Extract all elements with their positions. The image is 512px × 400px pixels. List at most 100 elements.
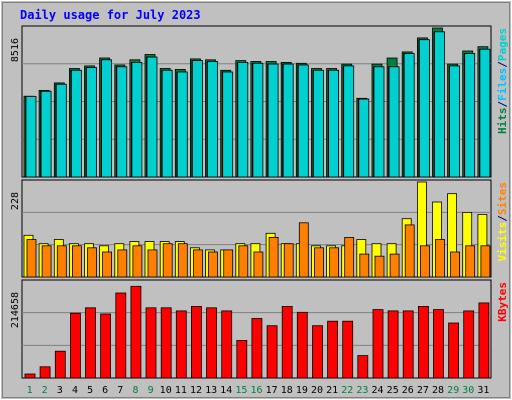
bar-kbytes-day-27	[417, 305, 429, 379]
legend-middle: Visits/Sites	[496, 182, 509, 262]
day-label-3: 3	[57, 385, 63, 396]
day-label-13: 13	[205, 385, 217, 396]
bar-kbytes-day-10	[160, 307, 172, 379]
day-label-23: 23	[356, 385, 368, 396]
bar-sites-day-13	[208, 251, 218, 278]
bar-pages-day-16	[252, 62, 264, 178]
bar-kbytes-day-30	[463, 310, 475, 379]
bar-kbytes-day-28	[433, 309, 444, 379]
bar-sites-day-5	[87, 247, 97, 278]
bar-sites-day-21	[329, 247, 340, 278]
legend-entry: Visits	[496, 222, 509, 262]
bar-kbytes-day-15	[236, 339, 248, 379]
bar-pages-day-25	[388, 66, 400, 178]
bar-sites-day-6	[102, 251, 112, 278]
bar-pages-day-24	[373, 66, 385, 178]
bar-sites-day-25	[389, 253, 400, 278]
bar-sites-day-30	[465, 245, 476, 278]
bar-pages-day-12	[191, 60, 203, 178]
bar-kbytes-day-20	[312, 325, 323, 379]
bar-kbytes-day-16	[251, 318, 263, 379]
legend-entry: KBytes	[496, 282, 509, 322]
legend-entry: /	[496, 61, 509, 68]
bar-pages-day-26	[403, 53, 415, 178]
day-label-9: 9	[148, 385, 154, 396]
bar-kbytes-day-19	[296, 311, 308, 379]
day-label-12: 12	[190, 385, 202, 396]
bar-kbytes-day-31	[478, 302, 490, 379]
bar-pages-day-6	[101, 59, 112, 178]
day-label-24: 24	[371, 385, 383, 396]
bar-kbytes-day-5	[85, 307, 96, 379]
bar-kbytes-day-26	[402, 310, 414, 379]
legend-entry: Hits	[496, 108, 509, 135]
panel-middle: 228 Visits/Sites	[10, 179, 509, 278]
panel-bottom: 214658 KBytes	[10, 279, 509, 379]
chart-title: Daily usage for July 2023	[20, 8, 201, 22]
bar-kbytes-day-9	[145, 307, 157, 379]
bar-sites-day-29	[450, 251, 461, 278]
bar-kbytes-day-21	[327, 320, 339, 379]
bar-sites-day-12	[192, 249, 203, 278]
day-label-19: 19	[296, 385, 308, 396]
bar-sites-day-16	[253, 251, 264, 278]
bar-sites-day-18	[283, 243, 294, 278]
bar-kbytes-day-18	[281, 305, 293, 379]
day-label-1: 1	[27, 385, 33, 396]
bar-pages-day-9	[146, 56, 158, 178]
day-label-26: 26	[402, 385, 414, 396]
bar-sites-day-17	[268, 236, 279, 278]
day-label-14: 14	[220, 385, 232, 396]
bar-sites-day-23	[359, 253, 370, 278]
bar-pages-day-29	[449, 65, 461, 178]
bar-pages-day-3	[55, 83, 67, 178]
y-max-label: 214658	[10, 292, 21, 328]
y-max-label: 228	[10, 192, 21, 210]
bar-sites-day-8	[132, 245, 143, 278]
bar-sites-day-1	[26, 239, 37, 278]
bar-sites-day-27	[419, 245, 430, 278]
day-label-22: 22	[341, 385, 353, 396]
bar-sites-day-20	[314, 247, 324, 278]
day-label-30: 30	[462, 385, 474, 396]
bar-kbytes-day-29	[448, 322, 460, 379]
bar-sites-day-22	[344, 236, 355, 278]
day-label-25: 25	[387, 385, 399, 396]
legend-bottom: KBytes	[496, 282, 509, 322]
day-label-7: 7	[117, 385, 123, 396]
bar-sites-day-24	[374, 255, 385, 278]
bar-kbytes-day-3	[54, 350, 66, 379]
bar-sites-day-28	[435, 239, 445, 278]
bar-pages-day-5	[86, 67, 97, 178]
series-kbytes	[24, 285, 490, 379]
bar-sites-day-4	[72, 245, 82, 278]
bar-pages-day-10	[161, 69, 173, 178]
chart-panels: 8516Hits/Files/Pages228Visits/Sites21465…	[10, 25, 509, 379]
day-label-28: 28	[432, 385, 444, 396]
day-label-20: 20	[311, 385, 323, 396]
day-label-21: 21	[326, 385, 338, 396]
bar-pages-day-13	[207, 61, 218, 178]
legend-entry: Sites	[496, 182, 509, 215]
bar-kbytes-day-6	[100, 313, 111, 379]
y-max-label: 8516	[10, 38, 21, 62]
legend-entry: /	[496, 215, 509, 222]
bar-kbytes-day-12	[190, 305, 202, 379]
bar-pages-day-18	[282, 63, 294, 178]
bar-kbytes-day-14	[221, 310, 233, 379]
bar-pages-day-21	[328, 69, 340, 178]
series-sites	[26, 222, 491, 278]
day-label-31: 31	[477, 385, 489, 396]
bar-pages-day-2	[40, 90, 52, 178]
bar-pages-day-14	[222, 71, 234, 178]
bar-pages-day-15	[237, 62, 249, 178]
bar-kbytes-day-24	[372, 309, 384, 379]
bar-sites-day-7	[117, 249, 128, 278]
day-labels: 1 2 3 4 5 6 7 8 9 10 11 12 13 14 15 16 17 18 19 20 21 22 23 24 2…	[27, 385, 490, 396]
bar-pages-day-4	[71, 69, 82, 178]
bar-pages-day-30	[464, 53, 476, 178]
day-label-29: 29	[447, 385, 459, 396]
